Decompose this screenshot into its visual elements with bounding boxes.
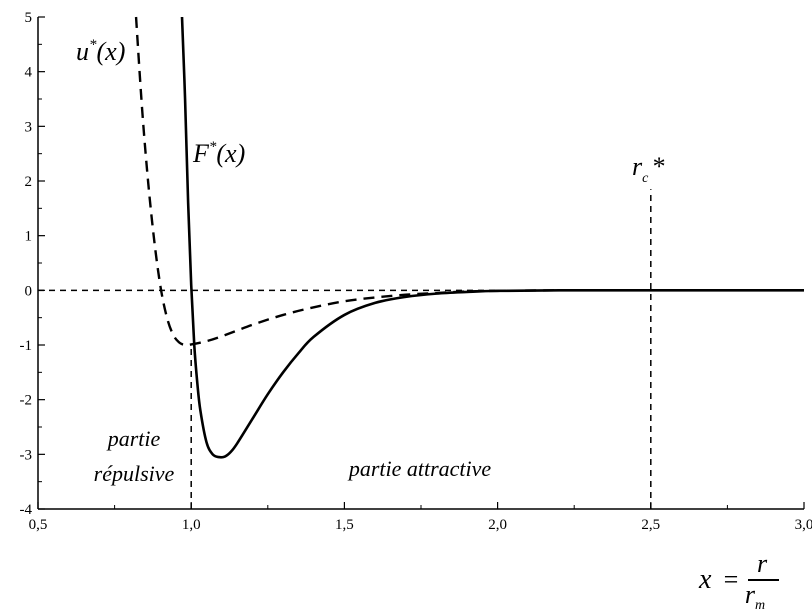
y-tick-label: 5 (25, 10, 33, 26)
series-line-u-star (134, 16, 804, 347)
y-tick-label: -2 (20, 393, 33, 409)
y-tick-label: -1 (20, 338, 33, 354)
y-tick-label: -3 (20, 447, 33, 463)
repulsive-label-line2: répulsive (94, 461, 175, 486)
repulsive-label-line1: partie (106, 426, 161, 451)
u-star-label: u*(x) (76, 37, 125, 66)
formula-denominator: rm (745, 580, 765, 609)
tick-layer: 5 4 3 2 1 0 -1 -2 -3 -40,5 1,0 1,5 2,0 2,5 3,0 (20, 10, 812, 533)
y-tick-label: 4 (25, 65, 33, 81)
x-tick-label: 1,0 (182, 517, 201, 533)
x-tick-label: 2,5 (641, 517, 660, 533)
y-tick-label: 0 (25, 283, 33, 299)
series-line-f-star (180, 16, 804, 459)
rc-star-label: rc * (632, 152, 664, 186)
formula-var: x (698, 564, 712, 595)
x-tick-label: 0,5 (29, 517, 48, 533)
attractive-label: partie attractive (347, 456, 492, 481)
x-tick-label: 2,0 (488, 517, 507, 533)
formula-eq: = (722, 565, 740, 594)
y-tick-label: 2 (25, 174, 33, 190)
x-tick-label: 3,0 (795, 517, 812, 533)
y-tick-label: 1 (25, 229, 33, 245)
y-tick-label: -4 (20, 502, 33, 518)
f-star-label: F*(x) (192, 139, 245, 168)
y-tick-label: 3 (25, 119, 33, 135)
formula-numerator: r (757, 549, 768, 578)
x-tick-label: 1,5 (335, 517, 354, 533)
series-layer (134, 16, 804, 459)
x-axis-formula: x = r rm (698, 549, 779, 609)
